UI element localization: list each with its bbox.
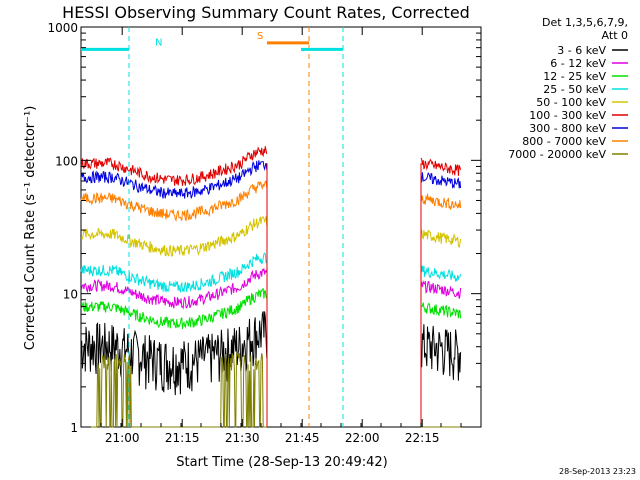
series-line-6-seg-1: [420, 172, 462, 189]
series-line-3-seg-1: [420, 264, 462, 282]
series-line-1-seg-0: [80, 268, 268, 310]
legend-label-7: 800 - 7000 keV: [522, 135, 606, 148]
x-axis-label: Start Time (28-Sep-13 20:49:42): [176, 455, 387, 470]
x-tick-label-4: 22:00: [345, 431, 380, 445]
legend-label-0: 3 - 6 keV: [557, 44, 606, 57]
legend-header-1: Att 0: [602, 29, 628, 42]
series-line-2-seg-1: [420, 302, 462, 319]
series-line-1-seg-1: [420, 279, 462, 299]
series-line-7-seg-0: [80, 180, 268, 222]
series-line-3-seg-0: [80, 252, 268, 294]
series-line-4-seg-1: [420, 229, 462, 249]
series-line-8-seg-0: [81, 352, 267, 428]
plot-layer: N S 21:00 21:15 21:30 21:45 22:00 22:15 1 10 100 10…: [47, 21, 482, 445]
legend-label-8: 7000 - 20000 keV: [508, 148, 606, 161]
series-line-4-seg-0: [80, 216, 268, 257]
x-tick-label-5: 22:15: [405, 431, 440, 445]
series-line-7-seg-1: [420, 193, 462, 211]
chart-title: HESSI Observing Summary Count Rates, Cor…: [62, 3, 470, 22]
state-label-0: N: [155, 37, 162, 48]
y-axis-label: Corrected Count Rate (s⁻¹ detector⁻¹): [23, 106, 38, 351]
y-tick-label-3: 1000: [47, 21, 78, 35]
x-tick-label-0: 21:00: [105, 431, 140, 445]
series-line-5-seg-1: [420, 157, 462, 176]
series-line-2-seg-0: [80, 287, 268, 330]
legend-header-0: Det 1,3,5,6,7,9,: [542, 16, 628, 29]
series-line-0-seg-1: [420, 324, 462, 381]
legend-label-1: 6 - 12 keV: [550, 57, 606, 70]
y-tick-label-1: 10: [63, 288, 78, 302]
x-tick-label-1: 21:15: [165, 431, 200, 445]
legend-label-2: 12 - 25 keV: [543, 70, 606, 83]
x-tick-label-3: 21:45: [285, 431, 320, 445]
series-line-0-seg-0: [80, 311, 268, 396]
legend-label-6: 300 - 800 keV: [529, 122, 606, 135]
legend-label-3: 25 - 50 keV: [543, 83, 606, 96]
state-label-1: S: [257, 31, 263, 42]
y-tick-label-2: 100: [55, 154, 78, 168]
legend-label-4: 50 - 100 keV: [536, 96, 606, 109]
timestamp: 28-Sep-2013 23:23: [559, 467, 636, 476]
series-line-5-seg-0: [80, 146, 268, 186]
series-line-6-seg-0: [81, 160, 268, 199]
y-tick-label-0: 1: [70, 421, 78, 435]
legend-label-5: 100 - 300 keV: [529, 109, 606, 122]
x-tick-label-2: 21:30: [225, 431, 260, 445]
